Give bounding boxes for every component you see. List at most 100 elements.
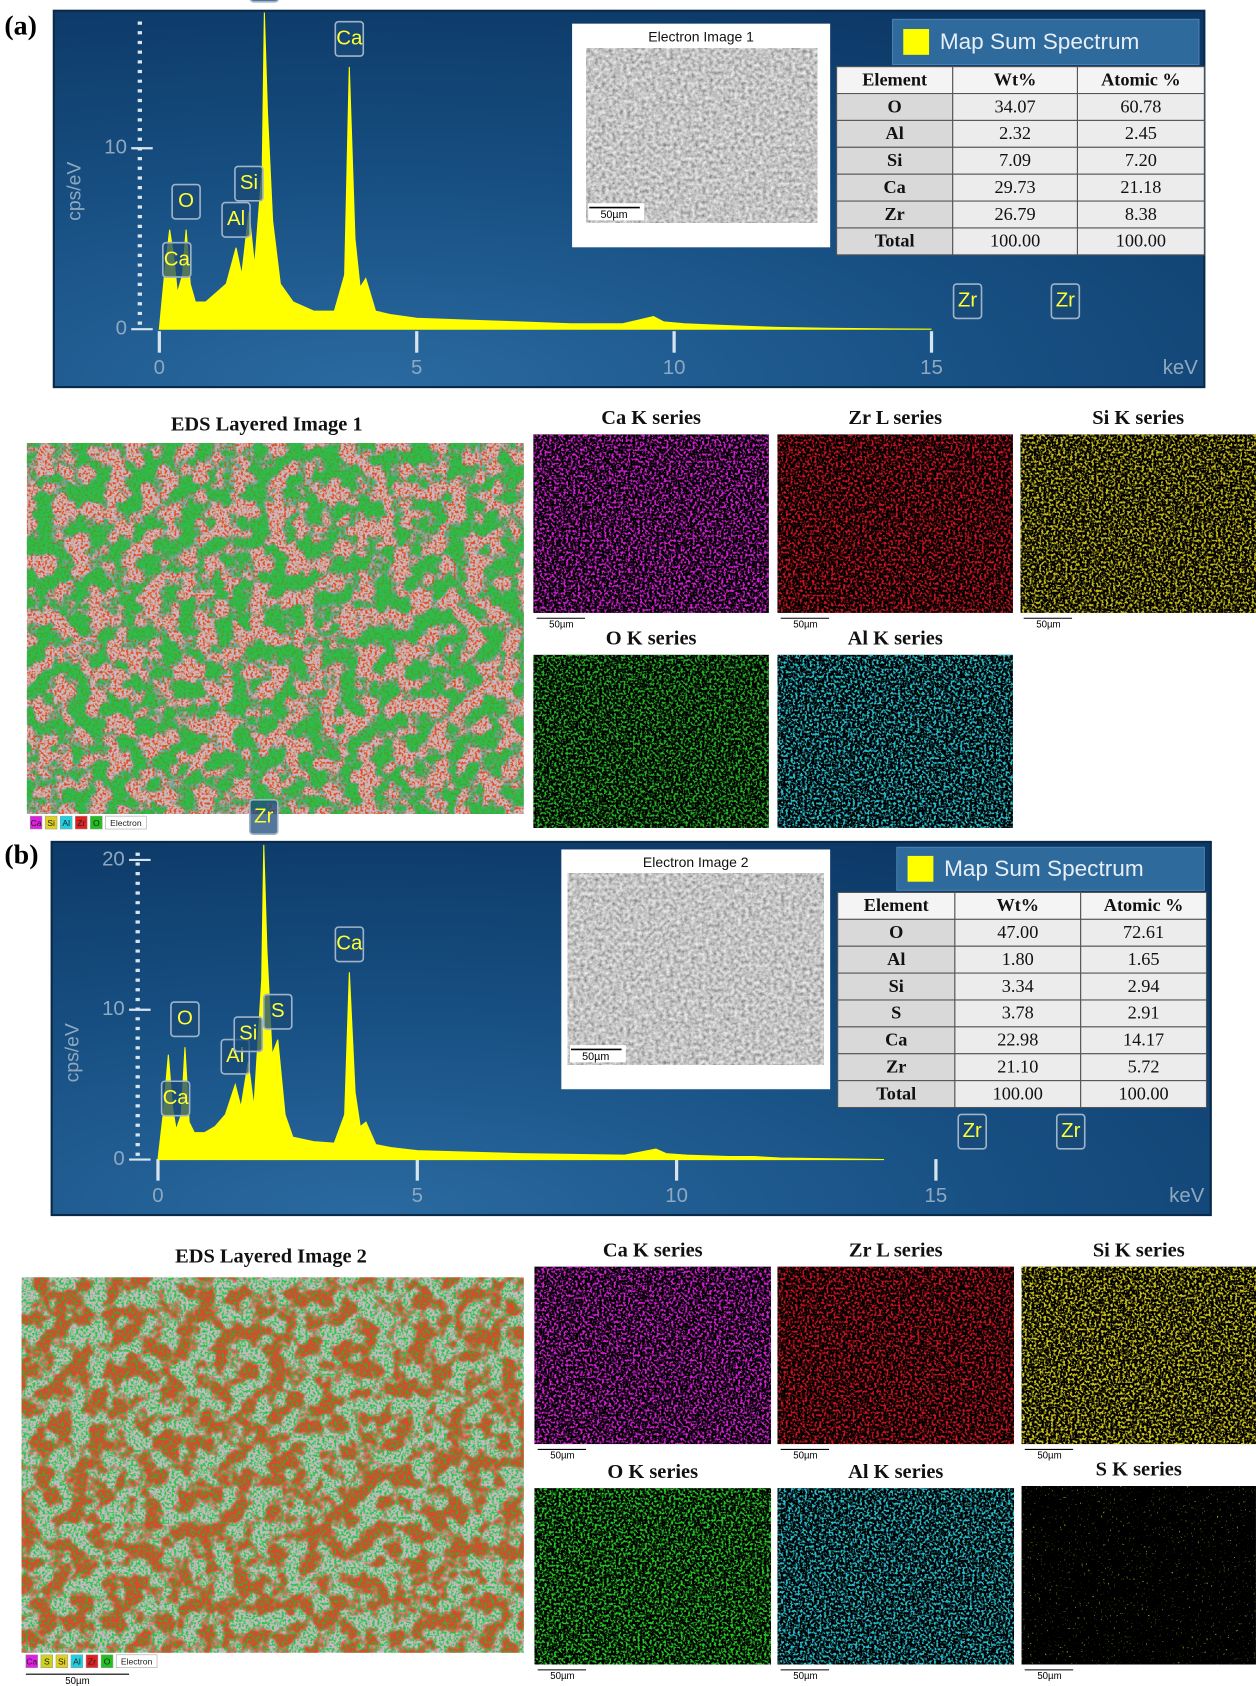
x-tick-label: 5: [411, 357, 422, 379]
peak-label: Ca: [334, 20, 365, 57]
peak-label-box: [1050, 283, 1081, 320]
table-cell: [837, 972, 956, 1001]
peak-label-box: [334, 926, 365, 963]
peak-label: Al: [221, 201, 251, 238]
table-value: Ca: [883, 177, 905, 197]
table-value: S: [891, 1003, 901, 1023]
spectrum-area: [157, 844, 885, 1161]
table-value: Ca: [885, 1030, 907, 1050]
layered-legend-label: Si: [58, 1657, 66, 1667]
scale-bar-label: 50µm: [582, 1051, 609, 1063]
table-value: 100.00: [1116, 231, 1166, 251]
table-value: Total: [876, 1083, 916, 1103]
map-signal: [777, 1266, 1015, 1445]
table-cell: [954, 1080, 1082, 1109]
table-value: Al: [887, 949, 905, 969]
peak-label-text: Zr: [254, 805, 273, 827]
peak-label: O: [171, 183, 201, 220]
table-value: 100.00: [1118, 1083, 1168, 1103]
layered-legend-label: Zr: [88, 1657, 96, 1667]
x-axis-label: keV: [1169, 1185, 1205, 1207]
table-cell: [1076, 173, 1205, 202]
x-tick-label: 0: [154, 357, 165, 379]
peak-label-box: [249, 0, 279, 3]
table-cell: [952, 66, 1078, 95]
table-cell: [1076, 66, 1205, 95]
table-cell: [1080, 1053, 1208, 1082]
map-title: Al K series: [848, 627, 943, 649]
table-cell: [836, 146, 954, 175]
scale-bar-label: 50µm: [1037, 1450, 1061, 1461]
table-cell: [837, 1026, 956, 1055]
x-axis-label: keV: [1163, 357, 1199, 379]
map-signal: [534, 1266, 772, 1445]
table-cell: [837, 918, 956, 947]
panel-label: (b): [4, 839, 38, 870]
peak-label-text: Zr: [958, 290, 977, 312]
peak-label-box: [1055, 1113, 1086, 1150]
peak-label-box: [221, 201, 251, 238]
table-cell: [952, 146, 1078, 175]
peak-label-text: Ca: [163, 1087, 190, 1109]
y-axis-label: cps/eV: [61, 1023, 83, 1082]
table-value: 21.18: [1120, 177, 1161, 197]
y-tick-label: 10: [104, 137, 127, 159]
table-value: 29.73: [995, 177, 1036, 197]
table-value: 2.91: [1128, 1003, 1160, 1023]
table-cell: [836, 66, 954, 95]
layered-legend-label: Electron: [121, 1657, 153, 1667]
legend-swatch: [903, 29, 930, 55]
scale-bar-label: 50µm: [550, 1671, 574, 1682]
legend-label: Map Sum Spectrum: [944, 856, 1144, 881]
legend-label: Map Sum Spectrum: [940, 29, 1140, 54]
table-header: Atomic %: [1104, 895, 1184, 915]
peak-label-text: O: [177, 1008, 193, 1030]
peak-label: Si: [234, 165, 264, 202]
table-value: O: [888, 96, 902, 116]
electron-image-title: Electron Image 1: [648, 28, 754, 44]
table-cell: [837, 945, 956, 974]
table-value: 34.07: [995, 96, 1036, 116]
table-cell: [954, 918, 1082, 947]
table-cell: [1076, 119, 1205, 148]
map-signal: [777, 654, 1013, 828]
layered-legend-swatch: [85, 1654, 99, 1668]
table-cell: [954, 1026, 1082, 1055]
table-cell: [836, 173, 954, 202]
layered-legend-swatch: [90, 815, 103, 830]
scale-bar-label: 50µm: [1036, 619, 1060, 630]
table-value: 2.32: [999, 123, 1031, 143]
table-header: Wt%: [994, 69, 1037, 89]
table-value: Zr: [886, 1056, 906, 1076]
layered-legend-swatch: [75, 815, 88, 830]
map-signal: [1021, 1266, 1256, 1445]
layered-legend-swatch: [44, 815, 58, 830]
map-title: S K series: [1096, 1459, 1182, 1481]
map-title: Si K series: [1093, 1239, 1185, 1261]
x-tick-label: 10: [665, 1185, 688, 1207]
map-signal: [777, 434, 1013, 613]
layered-image-layer: [21, 1277, 524, 1653]
scale-bar-label: 50µm: [793, 1450, 817, 1461]
y-axis-label: cps/eV: [63, 162, 85, 221]
map-signal: [1021, 1486, 1256, 1665]
table-value: 100.00: [990, 231, 1040, 251]
peak-label-box: [162, 241, 192, 278]
table-value: 5.72: [1128, 1056, 1160, 1076]
scale-bar-label: 50µm: [600, 209, 627, 221]
table-cell: [1080, 1026, 1208, 1055]
peak-label-text: Al: [227, 208, 245, 230]
y-tick-label: 0: [113, 1148, 124, 1170]
table-value: 8.38: [1125, 204, 1157, 224]
map-title: O K series: [607, 1461, 698, 1483]
peak-label: Zr: [952, 283, 983, 320]
layered-legend-label: O: [93, 818, 100, 828]
table-value: 3.34: [1002, 976, 1034, 996]
map-signal: [534, 1488, 772, 1665]
layered-legend-label: Al: [62, 818, 70, 828]
map-title: Si K series: [1092, 407, 1184, 429]
peak-label: Zr: [248, 798, 279, 835]
peak-label-box: [170, 1001, 200, 1038]
table-cell: [1076, 200, 1205, 229]
peak-label: Ca: [160, 1080, 191, 1117]
